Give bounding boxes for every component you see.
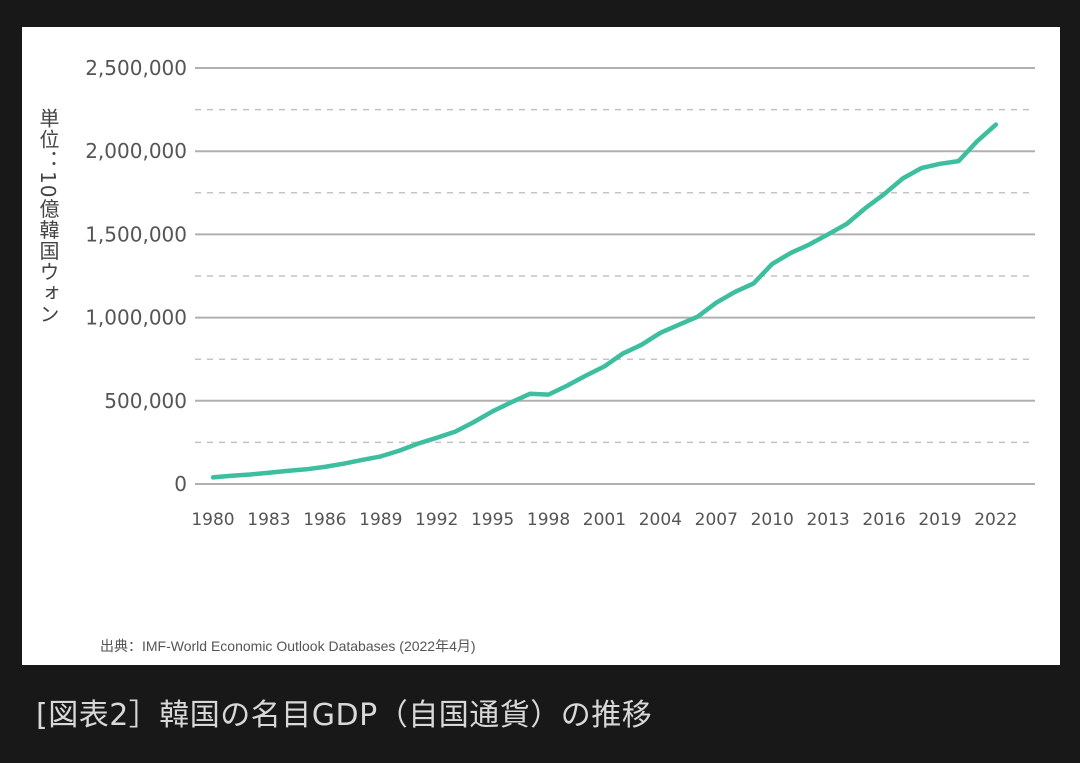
chart-panel xyxy=(22,27,1060,665)
x-tick-label: 2019 xyxy=(918,510,961,530)
gdp-series-line xyxy=(210,122,999,480)
y-tick-label: 2,000,000 xyxy=(85,139,187,163)
y-tick-label: 1,000,000 xyxy=(85,306,187,330)
x-tick-label: 1983 xyxy=(247,510,290,530)
x-tick-label: 1995 xyxy=(471,510,514,530)
x-tick-label: 1989 xyxy=(359,510,402,530)
x-tick-label: 2016 xyxy=(862,510,905,530)
x-tick-label: 1986 xyxy=(303,510,346,530)
x-tick-label: 2001 xyxy=(583,510,626,530)
y-tick-label: 2,500,000 xyxy=(85,56,187,80)
source-note: 出典：IMF-World Economic Outlook Databases … xyxy=(100,638,476,654)
x-tick-label: 1992 xyxy=(415,510,458,530)
x-tick-label: 1998 xyxy=(527,510,570,530)
x-tick-label: 2013 xyxy=(806,510,849,530)
x-tick-label: 1980 xyxy=(191,510,234,530)
y-tick-label: 500,000 xyxy=(104,389,187,413)
figure-caption: [図表2］韓国の名目GDP（自国通貨）の推移 xyxy=(36,698,653,733)
y-tick-label: 1,500,000 xyxy=(85,222,187,246)
x-tick-label: 2004 xyxy=(639,510,682,530)
x-tick-label: 2010 xyxy=(751,510,794,530)
x-tick-label: 2022 xyxy=(974,510,1017,530)
y-axis-title: 単位：10億韓国ウォン xyxy=(36,108,60,325)
x-tick-label: 2007 xyxy=(695,510,738,530)
y-tick-label: 0 xyxy=(174,472,187,496)
